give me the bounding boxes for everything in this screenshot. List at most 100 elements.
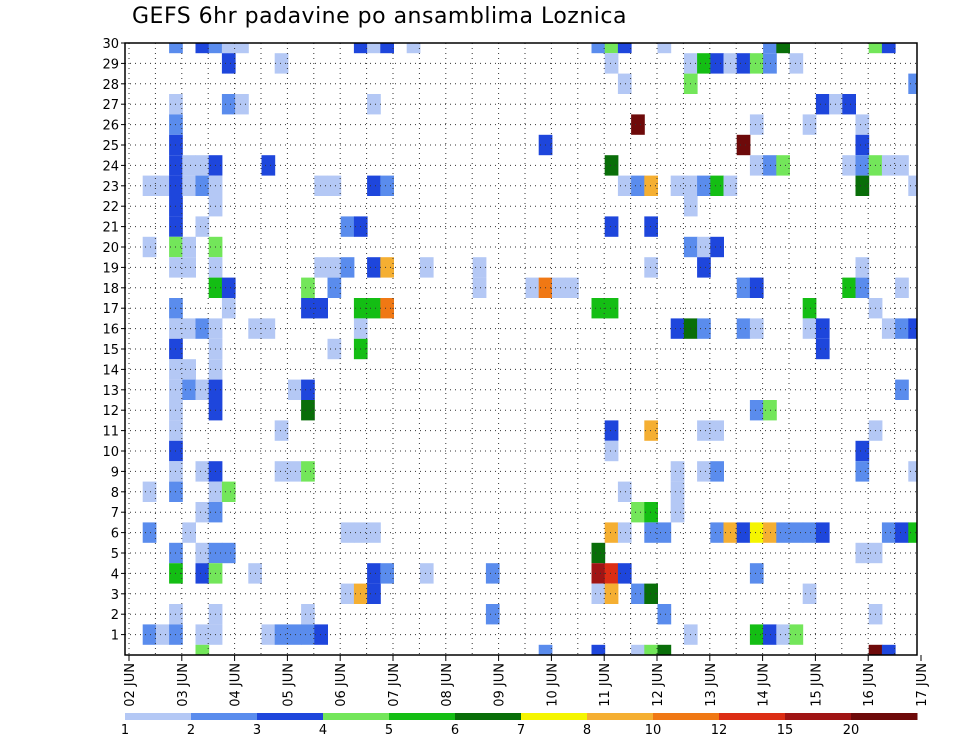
heatmap-cell [868, 644, 883, 655]
heatmap-cell [591, 583, 606, 604]
heatmap-cell [710, 522, 724, 543]
heatmap-cell [789, 522, 804, 543]
heatmap-cell [815, 94, 830, 115]
heatmap-cell [749, 624, 764, 645]
y-tick-label: 20 [102, 241, 119, 256]
heatmap-cell [274, 624, 289, 645]
heatmap-cell [749, 522, 764, 543]
heatmap-cell [855, 440, 870, 462]
heatmap-cell [895, 318, 909, 339]
heatmap-cell [591, 298, 606, 319]
heatmap-cell [776, 522, 790, 543]
heatmap-cell [235, 43, 249, 54]
heatmap-cell [842, 94, 856, 115]
heatmap-cell [644, 420, 658, 441]
y-tick-label: 16 [102, 323, 119, 338]
colorbar-segment [389, 713, 456, 720]
heatmap-cell [142, 481, 157, 502]
colorbar-segment [653, 713, 720, 720]
x-tick-label: 07 JUN [387, 663, 402, 707]
x-tick-label: 10 JUN [545, 663, 560, 707]
heatmap-cell [697, 420, 711, 441]
heatmap-cell [697, 236, 711, 258]
heatmap-cell [314, 257, 328, 278]
heatmap-cell [327, 257, 342, 278]
heatmap-cell [604, 216, 619, 237]
y-tick-label: 12 [102, 404, 119, 419]
heatmap-cell [749, 114, 764, 135]
colorbar-segment [323, 713, 390, 720]
heatmap-cell [868, 43, 883, 54]
heatmap-cell [763, 43, 777, 54]
y-tick-label: 28 [102, 78, 119, 93]
heatmap-cell [895, 379, 909, 400]
x-tick-label: 06 JUN [334, 663, 349, 707]
y-tick-label: 3 [111, 588, 119, 603]
heatmap-cell [763, 53, 777, 74]
colorbar-segment [125, 713, 192, 720]
heatmap-cell [657, 604, 672, 625]
heatmap-cell [591, 43, 606, 54]
heatmap-cell [604, 583, 619, 604]
heatmap-cell [155, 175, 170, 196]
heatmap-cell [380, 298, 394, 319]
heatmap-cell [353, 43, 368, 54]
colorbar-label: 6 [451, 723, 459, 738]
y-tick-label: 5 [111, 547, 119, 562]
heatmap-cell [802, 318, 817, 339]
y-tick-label: 18 [102, 282, 119, 297]
heatmap-cell [301, 461, 315, 482]
heatmap-cell [221, 43, 236, 54]
heatmap-cell [195, 318, 210, 339]
heatmap-cell [485, 563, 500, 584]
heatmap-cell [367, 94, 381, 115]
y-tick-label: 4 [111, 567, 119, 582]
heatmap-cell [287, 624, 302, 645]
heatmap-cell [142, 236, 157, 258]
heatmap-cell [221, 53, 236, 74]
heatmap-cell [182, 236, 196, 258]
heatmap-cell [301, 277, 315, 298]
heatmap-cell [604, 440, 619, 462]
heatmap-cell [221, 298, 236, 319]
heatmap-cell [525, 277, 540, 298]
heatmap-cell [221, 277, 236, 298]
heatmap-cell [776, 43, 790, 54]
x-tick-label: 02 JUN [123, 663, 138, 707]
heatmap-cell [142, 175, 157, 196]
y-tick-label: 17 [102, 302, 119, 317]
heatmap-cell [195, 563, 210, 584]
heatmap-cell [631, 114, 645, 135]
heatmap-cell [301, 379, 315, 400]
y-tick-label: 14 [102, 363, 119, 378]
heatmap-cell [274, 461, 289, 482]
heatmap-cell [710, 461, 724, 482]
heatmap-cell [644, 522, 658, 543]
heatmap-cell [697, 461, 711, 482]
heatmap-cell [908, 461, 917, 482]
heatmap-cell [749, 318, 764, 339]
colorbar-label: 8 [583, 723, 591, 738]
heatmap-cell [314, 175, 328, 196]
heatmap-cell [908, 522, 917, 543]
heatmap-cell [301, 400, 315, 421]
heatmap-cell [142, 624, 157, 645]
y-tick-label: 15 [102, 343, 119, 358]
heatmap-cell [697, 257, 711, 278]
y-tick-label: 1 [111, 629, 119, 644]
heatmap-cell [261, 318, 276, 339]
heatmap-cell [261, 624, 276, 645]
heatmap-cell [274, 420, 289, 441]
heatmap-cell [565, 277, 579, 298]
heatmap-cell [789, 53, 804, 74]
heatmap-cell [617, 481, 632, 502]
heatmap-cell [195, 624, 210, 645]
heatmap-cell [406, 43, 421, 54]
colorbar-label: 15 [777, 723, 794, 738]
heatmap-cell [749, 155, 764, 176]
heatmap-cell [776, 624, 790, 645]
y-tick-label: 27 [102, 98, 119, 113]
x-tick-label: 03 JUN [176, 663, 191, 707]
heatmap-cell [380, 43, 394, 54]
